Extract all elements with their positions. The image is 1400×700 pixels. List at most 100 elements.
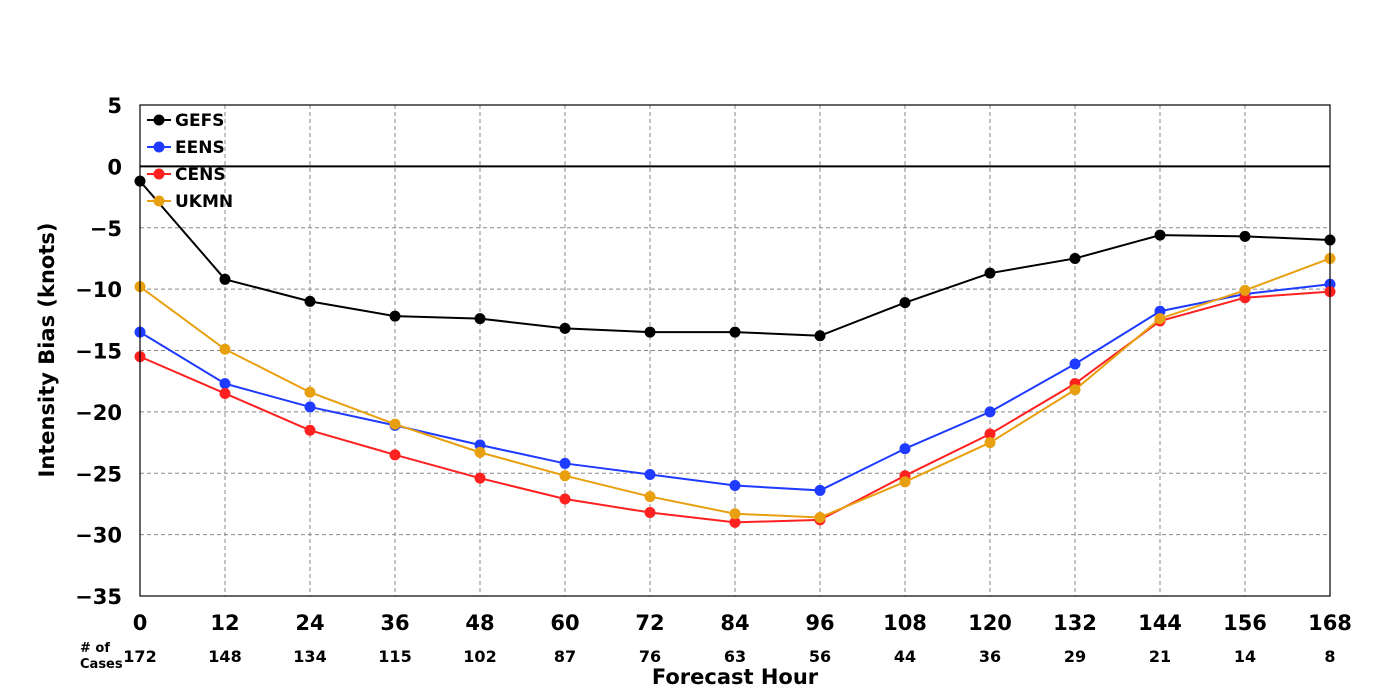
x-tick-label: 72 (635, 611, 664, 635)
case-count: 76 (639, 647, 661, 666)
data-point (304, 424, 316, 436)
legend-entry-cens: CENS (147, 165, 226, 185)
data-point (219, 378, 231, 390)
legend-label: GEFS (175, 111, 224, 131)
data-point (389, 449, 401, 461)
case-count: 44 (894, 647, 916, 666)
series-ukmn (134, 252, 1336, 523)
data-point (219, 343, 231, 355)
x-tick-label: 48 (465, 611, 494, 635)
data-point (814, 511, 826, 523)
y-tick-label: −15 (75, 340, 122, 364)
y-tick-label: −35 (75, 585, 122, 609)
data-point (729, 508, 741, 520)
legend-label: CENS (175, 165, 226, 185)
legend-marker (153, 141, 165, 153)
data-point (474, 446, 486, 458)
x-tick-label: 108 (883, 611, 927, 635)
y-tick-label: −5 (90, 217, 122, 241)
case-count: 29 (1064, 647, 1086, 666)
data-point (474, 313, 486, 325)
case-count: 115 (378, 647, 411, 666)
legend-label: EENS (175, 138, 225, 158)
case-count: 14 (1234, 647, 1256, 666)
plot-frame (139, 104, 1331, 597)
data-point (389, 418, 401, 430)
y-tick-label: −25 (75, 462, 122, 486)
x-tick-label: 132 (1053, 611, 1097, 635)
data-point (1069, 358, 1081, 370)
data-point (1154, 229, 1166, 241)
x-tick-label: 168 (1308, 611, 1352, 635)
data-point (559, 493, 571, 505)
legend-marker (153, 168, 165, 180)
data-point (559, 470, 571, 482)
data-point (1069, 252, 1081, 264)
y-tick-label: 0 (107, 155, 122, 179)
case-count-labels: 172 148 134 115 102 87 76 63 56 44 36 29 21 14 8 (123, 647, 1335, 666)
x-tick-label: 96 (805, 611, 834, 635)
data-point (389, 310, 401, 322)
legend-entry-eens: EENS (147, 138, 225, 158)
x-axis-title: Forecast Hour (652, 665, 819, 689)
x-tick-label: 84 (720, 611, 749, 635)
data-point (219, 387, 231, 399)
legend-marker (153, 195, 165, 207)
case-count: 8 (1324, 647, 1335, 666)
case-count: 87 (554, 647, 576, 666)
legend: GEFS EENS CENS UKMN (147, 111, 233, 212)
data-point (729, 516, 741, 528)
x-tick-label: 156 (1223, 611, 1267, 635)
case-count: 63 (724, 647, 746, 666)
data-point (559, 457, 571, 469)
x-tick-label: 120 (968, 611, 1012, 635)
data-point (1154, 313, 1166, 325)
y-tick-label: −30 (75, 524, 122, 548)
x-tick-label: 12 (210, 611, 239, 635)
case-count: 21 (1149, 647, 1171, 666)
y-tick-label: 5 (107, 94, 122, 118)
data-point (984, 267, 996, 279)
legend-marker (153, 114, 165, 126)
case-count: 56 (809, 647, 831, 666)
legend-label: UKMN (175, 192, 233, 212)
case-count: 172 (123, 647, 156, 666)
data-point (644, 491, 656, 503)
x-tick-labels: 0 12 24 36 48 60 72 84 96 108 120 132 144 156 168 (133, 611, 1352, 635)
cases-title-line2: Cases (80, 657, 123, 672)
data-point (1069, 384, 1081, 396)
data-point (474, 472, 486, 484)
data-point (899, 443, 911, 455)
data-point (304, 386, 316, 398)
case-count: 134 (293, 647, 326, 666)
series-gefs (134, 175, 1336, 342)
y-tick-labels: 5 0 −5 −10 −15 −20 −25 −30 −35 (75, 94, 122, 609)
x-tick-label: 0 (133, 611, 148, 635)
data-point (729, 326, 741, 338)
data-point (814, 330, 826, 342)
data-point (1239, 284, 1251, 296)
data-point (1239, 230, 1251, 242)
y-tick-label: −10 (75, 278, 122, 302)
data-point (644, 326, 656, 338)
data-point (304, 401, 316, 413)
x-tick-label: 60 (550, 611, 579, 635)
case-count: 36 (979, 647, 1001, 666)
data-point (899, 297, 911, 309)
case-count: 102 (463, 647, 496, 666)
data-point (559, 322, 571, 334)
data-point (984, 406, 996, 418)
data-point (984, 428, 996, 440)
y-tick-label: −20 (75, 401, 122, 425)
legend-entry-ukmn: UKMN (147, 192, 233, 212)
x-tick-label: 144 (1138, 611, 1182, 635)
x-tick-label: 24 (295, 611, 324, 635)
data-point (729, 480, 741, 492)
legend-entry-gefs: GEFS (147, 111, 224, 131)
data-point (304, 295, 316, 307)
data-point (644, 507, 656, 519)
case-count: 148 (208, 647, 241, 666)
x-tick-label: 36 (380, 611, 409, 635)
data-point (984, 437, 996, 449)
